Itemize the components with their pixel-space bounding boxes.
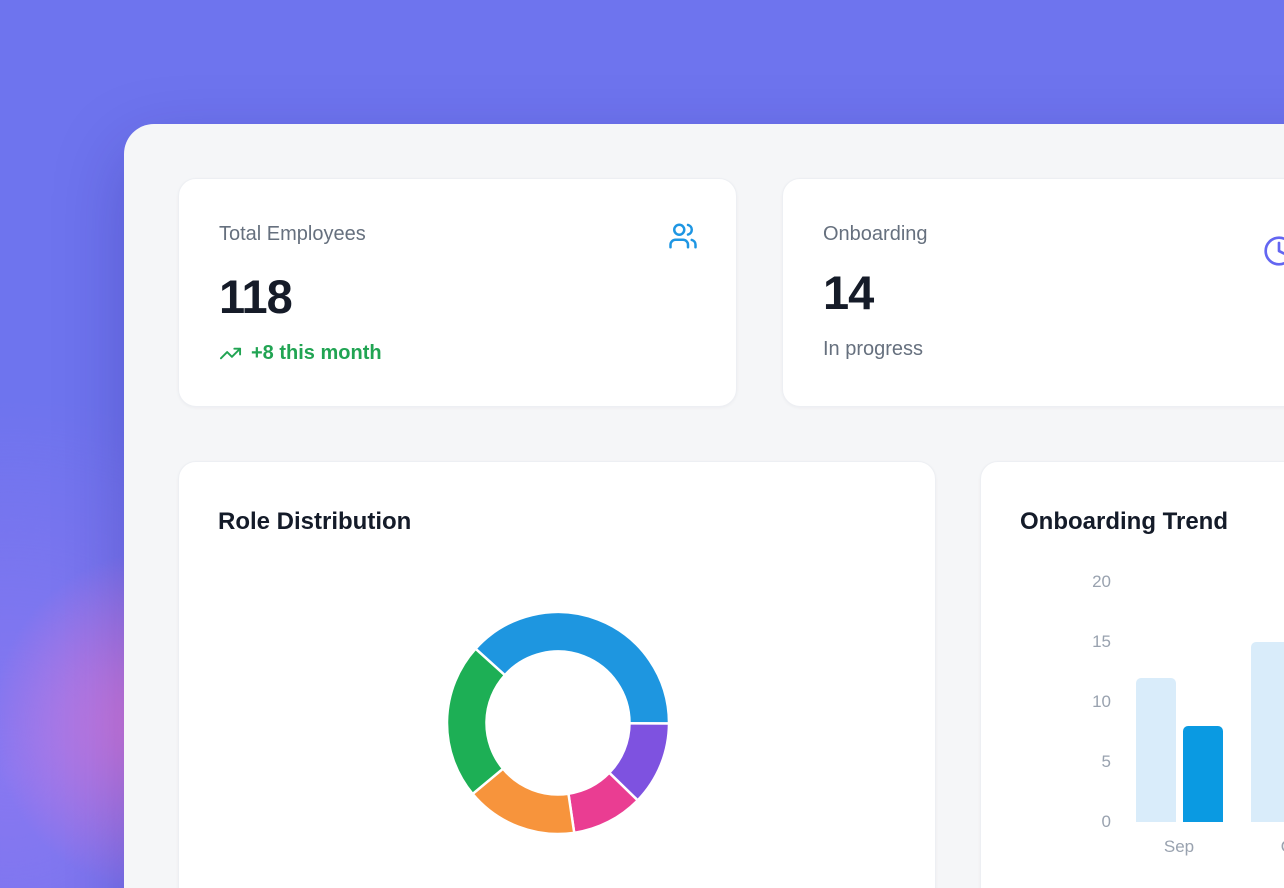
y-axis-tick-5: 5: [1101, 752, 1111, 771]
y-axis-tick-0: 0: [1101, 812, 1111, 831]
stat-card-total-employees: Total Employees 118 +8 this month: [178, 178, 737, 407]
stat-subtitle: In progress: [823, 338, 924, 360]
onboarding-trend-title: Onboarding Trend: [1020, 508, 1228, 535]
y-axis-tick-20: 20: [1092, 572, 1111, 591]
bar-oct-series-light[interactable]: [1251, 642, 1284, 822]
stat-card-header: Total Employees: [219, 221, 698, 251]
donut-segment-blue[interactable]: [473, 610, 671, 725]
role-distribution-donut-chart[interactable]: [445, 610, 671, 836]
x-axis-label-oct: Oct: [1254, 836, 1284, 858]
y-axis-tick-10: 10: [1092, 692, 1111, 711]
trending-up-icon: [219, 342, 242, 365]
stat-card-header: Onboarding: [823, 221, 1284, 247]
onboarding-trend-card: Onboarding Trend 0 5 10 15 20 Sep Oct: [980, 461, 1284, 888]
stat-label: Onboarding: [823, 223, 928, 245]
x-axis-label-sep: Sep: [1163, 837, 1195, 856]
bar-sep-series-light[interactable]: [1136, 678, 1176, 822]
stat-value: 118: [219, 270, 293, 323]
bar-sep-series-dark[interactable]: [1183, 726, 1223, 822]
donut-segment-green[interactable]: [445, 646, 507, 796]
users-icon: [668, 221, 698, 251]
y-axis-tick-15: 15: [1092, 632, 1111, 651]
stat-delta-text: +8 this month: [251, 342, 382, 364]
role-distribution-card: Role Distribution: [178, 461, 936, 888]
main-panel: Total Employees 118 +8 this month: [124, 124, 1284, 888]
onboarding-trend-bar-chart[interactable]: 0 5 10 15 20 Sep Oct: [981, 462, 1284, 888]
role-distribution-title: Role Distribution: [218, 508, 412, 535]
stat-card-onboarding: Onboarding 14 In progress: [782, 178, 1284, 407]
stat-delta: +8 this month: [219, 341, 698, 365]
stat-value: 14: [823, 266, 874, 319]
stat-label: Total Employees: [219, 223, 366, 245]
clock-icon: [1263, 235, 1284, 267]
